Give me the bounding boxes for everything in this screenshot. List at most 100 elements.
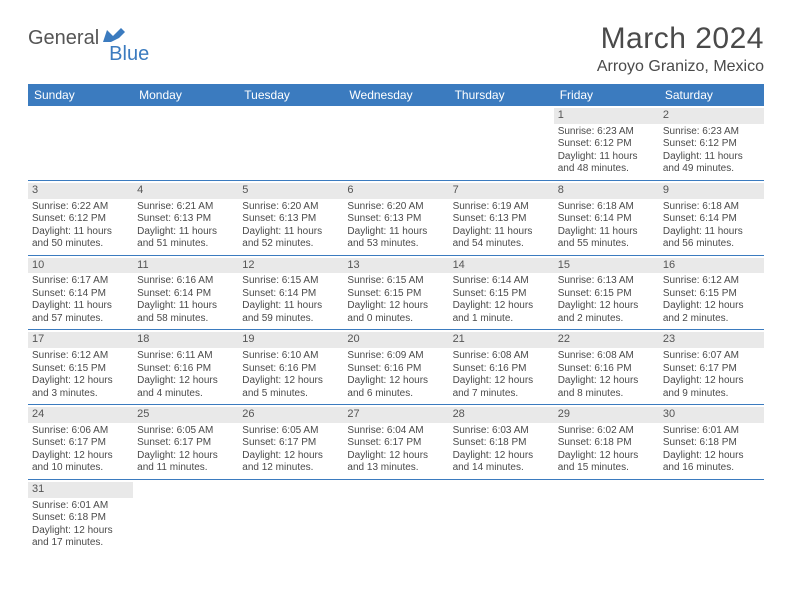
brand-name-2: Blue xyxy=(109,44,149,64)
calendar-day-cell: 11Sunrise: 6:16 AMSunset: 6:14 PMDayligh… xyxy=(133,256,238,330)
day-info-line: Sunset: 6:13 PM xyxy=(347,213,444,226)
day-info-line: and 53 minutes. xyxy=(347,238,444,251)
day-header: Monday xyxy=(133,84,238,106)
day-info-line: Sunset: 6:16 PM xyxy=(453,363,550,376)
calendar-day-cell: 25Sunrise: 6:05 AMSunset: 6:17 PMDayligh… xyxy=(133,405,238,479)
calendar-day-cell xyxy=(238,480,343,554)
calendar-day-cell: 26Sunrise: 6:05 AMSunset: 6:17 PMDayligh… xyxy=(238,405,343,479)
calendar-day-cell xyxy=(28,106,133,180)
day-info-line: Sunrise: 6:19 AM xyxy=(453,201,550,214)
calendar-day-cell: 21Sunrise: 6:08 AMSunset: 6:16 PMDayligh… xyxy=(449,330,554,404)
day-number: 12 xyxy=(238,258,343,274)
day-info-line: Daylight: 12 hours xyxy=(32,450,129,463)
day-info-line: Sunrise: 6:08 AM xyxy=(558,350,655,363)
day-number: 14 xyxy=(449,258,554,274)
day-info-line: Daylight: 12 hours xyxy=(453,450,550,463)
calendar-day-cell xyxy=(343,106,448,180)
day-info-line: Daylight: 12 hours xyxy=(347,375,444,388)
day-info-line: Sunset: 6:14 PM xyxy=(242,288,339,301)
day-number: 20 xyxy=(343,332,448,348)
day-info-line: Sunset: 6:14 PM xyxy=(558,213,655,226)
day-info-line: and 58 minutes. xyxy=(137,313,234,326)
calendar-week-row: 3Sunrise: 6:22 AMSunset: 6:12 PMDaylight… xyxy=(28,181,764,256)
day-info-line: Daylight: 12 hours xyxy=(663,450,760,463)
day-info-line: Sunrise: 6:16 AM xyxy=(137,275,234,288)
day-number: 5 xyxy=(238,183,343,199)
day-header: Thursday xyxy=(449,84,554,106)
day-info-line: Daylight: 11 hours xyxy=(32,300,129,313)
calendar-week-row: 24Sunrise: 6:06 AMSunset: 6:17 PMDayligh… xyxy=(28,405,764,480)
calendar-week-row: 1Sunrise: 6:23 AMSunset: 6:12 PMDaylight… xyxy=(28,106,764,181)
day-info-line: and 7 minutes. xyxy=(453,388,550,401)
day-number: 7 xyxy=(449,183,554,199)
day-info-line: and 48 minutes. xyxy=(558,163,655,176)
day-info-line: and 13 minutes. xyxy=(347,462,444,475)
day-info-line: and 12 minutes. xyxy=(242,462,339,475)
calendar-day-cell xyxy=(659,480,764,554)
day-number: 18 xyxy=(133,332,238,348)
calendar-day-cell: 18Sunrise: 6:11 AMSunset: 6:16 PMDayligh… xyxy=(133,330,238,404)
day-info-line: Daylight: 11 hours xyxy=(663,151,760,164)
day-info-line: Daylight: 12 hours xyxy=(242,450,339,463)
day-info-line: Sunrise: 6:15 AM xyxy=(347,275,444,288)
day-info-line: and 2 minutes. xyxy=(558,313,655,326)
day-info-line: Sunset: 6:16 PM xyxy=(347,363,444,376)
day-info-line: and 6 minutes. xyxy=(347,388,444,401)
day-info-line: Daylight: 11 hours xyxy=(137,226,234,239)
day-info-line: Sunset: 6:13 PM xyxy=(453,213,550,226)
calendar-day-cell: 29Sunrise: 6:02 AMSunset: 6:18 PMDayligh… xyxy=(554,405,659,479)
day-number: 2 xyxy=(659,108,764,124)
day-number: 24 xyxy=(28,407,133,423)
day-number: 28 xyxy=(449,407,554,423)
day-info-line: Sunrise: 6:13 AM xyxy=(558,275,655,288)
calendar-day-cell: 14Sunrise: 6:14 AMSunset: 6:15 PMDayligh… xyxy=(449,256,554,330)
calendar-grid: SundayMondayTuesdayWednesdayThursdayFrid… xyxy=(28,84,764,554)
calendar-week-row: 31Sunrise: 6:01 AMSunset: 6:18 PMDayligh… xyxy=(28,480,764,554)
day-info-line: Daylight: 11 hours xyxy=(242,300,339,313)
calendar-day-cell xyxy=(238,106,343,180)
day-info-line: Sunrise: 6:01 AM xyxy=(663,425,760,438)
day-info-line: Sunrise: 6:20 AM xyxy=(347,201,444,214)
day-info-line: Daylight: 12 hours xyxy=(32,375,129,388)
day-number: 27 xyxy=(343,407,448,423)
day-info-line: Daylight: 11 hours xyxy=(32,226,129,239)
calendar-day-cell: 2 Sunrise: 6:23 AMSunset: 6:12 PMDaylight… xyxy=(659,106,764,180)
day-info-line: Sunset: 6:17 PM xyxy=(137,437,234,450)
day-info-line: and 8 minutes. xyxy=(558,388,655,401)
calendar-day-cell: 7Sunrise: 6:19 AMSunset: 6:13 PMDaylight… xyxy=(449,181,554,255)
day-number: 1 xyxy=(554,108,659,124)
day-number: 15 xyxy=(554,258,659,274)
day-info-line: Sunset: 6:17 PM xyxy=(32,437,129,450)
calendar-day-cell: 6Sunrise: 6:20 AMSunset: 6:13 PMDaylight… xyxy=(343,181,448,255)
day-number: 19 xyxy=(238,332,343,348)
day-info-line: Daylight: 12 hours xyxy=(558,375,655,388)
calendar-day-cell: 15Sunrise: 6:13 AMSunset: 6:15 PMDayligh… xyxy=(554,256,659,330)
day-info-line: Sunset: 6:12 PM xyxy=(558,138,655,151)
day-info-line: Sunrise: 6:23 AM xyxy=(663,126,760,139)
calendar-week-row: 10Sunrise: 6:17 AMSunset: 6:14 PMDayligh… xyxy=(28,256,764,331)
day-info-line: and 50 minutes. xyxy=(32,238,129,251)
day-info-line: Daylight: 12 hours xyxy=(558,450,655,463)
day-info-line: and 54 minutes. xyxy=(453,238,550,251)
day-info-line: Sunrise: 6:11 AM xyxy=(137,350,234,363)
day-info-line: and 1 minute. xyxy=(453,313,550,326)
day-info-line: and 55 minutes. xyxy=(558,238,655,251)
day-info-line: and 15 minutes. xyxy=(558,462,655,475)
day-info-line: and 56 minutes. xyxy=(663,238,760,251)
day-header: Sunday xyxy=(28,84,133,106)
day-info-line: Sunrise: 6:23 AM xyxy=(558,126,655,139)
day-info-line: and 2 minutes. xyxy=(663,313,760,326)
day-info-line: Sunset: 6:16 PM xyxy=(242,363,339,376)
day-info-line: Daylight: 11 hours xyxy=(558,151,655,164)
calendar-day-cell xyxy=(343,480,448,554)
day-info-line: Sunset: 6:18 PM xyxy=(558,437,655,450)
day-header: Wednesday xyxy=(343,84,448,106)
day-info-line: Sunset: 6:12 PM xyxy=(32,213,129,226)
day-info-line: Daylight: 11 hours xyxy=(558,226,655,239)
day-info-line: Daylight: 12 hours xyxy=(453,300,550,313)
day-info-line: Sunset: 6:12 PM xyxy=(663,138,760,151)
day-info-line: Sunrise: 6:01 AM xyxy=(32,500,129,513)
day-info-line: and 14 minutes. xyxy=(453,462,550,475)
day-info-line: Daylight: 12 hours xyxy=(137,375,234,388)
calendar-header-row: SundayMondayTuesdayWednesdayThursdayFrid… xyxy=(28,84,764,106)
